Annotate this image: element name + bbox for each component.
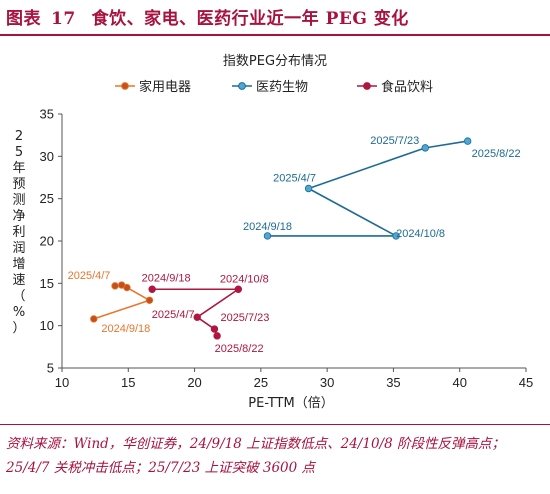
data-label: 2024/10/8 [396,228,445,240]
data-point [234,285,243,293]
x-tick-label: 40 [452,375,466,390]
series-line [93,284,151,320]
legend-label: 医药生物 [256,80,308,95]
legend-swatch-marker [121,82,129,90]
data-point [463,137,472,145]
source-footnote: 资料来源：Wind，华创证券，24/9/18 上证指数低点、24/10/8 阶段… [6,436,505,476]
y-axis-label-char: 润 [12,241,25,256]
data-label: 2024/10/8 [220,273,269,285]
data-point [145,296,154,304]
peg-chart: 指数PEG分布情况 家用电器 医药生物 食品饮料 10 15 20 25 30 35 40 455… [12,54,534,411]
y-tick-label: 35 [40,107,54,122]
x-tick-label: 10 [55,375,69,390]
data-point [90,315,98,323]
y-axis-label-char: 净 [12,209,25,224]
data-label: 2025/4/7 [273,173,316,185]
y-tick-label: 20 [40,234,54,249]
figure-title-prefix: 图表 [6,9,41,29]
y-axis-label-char: 速 [12,273,25,288]
figure-number: 17 [51,9,76,29]
data-point [210,325,219,333]
chart-title: 指数PEG分布情况 [223,54,327,69]
legend: 家用电器 医药生物 食品饮料 [115,79,433,95]
data-label: 2024/9/18 [142,272,191,284]
y-axis-label-char: 增 [12,257,25,272]
title-divider [0,34,550,36]
x-tick-label: 25 [254,375,268,390]
y-axis-label-char: 利 [12,225,25,240]
data-point [117,281,126,289]
legend-label: 家用电器 [139,79,191,95]
y-tick-label: 30 [40,149,54,164]
x-tick-label: 15 [121,375,135,390]
x-axis-label: PE-TTM（倍） [248,396,333,411]
series-家用电器: 2024/9/18 2025/4/7 [68,270,154,335]
data-label: 2025/7/23 [370,135,419,147]
y-tick-label: 15 [40,276,54,291]
footnote-divider [0,424,550,425]
data-label: 2024/9/18 [101,323,150,335]
y-axis-label-char: （ [12,289,25,304]
series-医药生物: 2024/9/18 2024/10/8 2025/4/7 2025/7/23 2025/… [243,135,521,240]
y-axis-label-char: 预 [12,177,25,192]
data-label: 2025/7/23 [220,312,269,324]
data-label: 2025/4/7 [152,309,195,321]
figure-title: 图表 17 食饮、家电、医药行业近一年 PEG 变化 [6,4,409,29]
y-axis-label-char: 5 [15,145,23,160]
data-point [263,232,272,240]
x-tick-label: 45 [519,375,533,390]
data-point [421,144,429,152]
y-tick-label: 10 [40,318,54,333]
data-label: 2025/4/7 [68,270,111,282]
data-point [304,184,313,193]
data-label: 2025/8/22 [472,148,521,160]
data-label: 2024/9/18 [243,221,292,233]
data-point [148,285,156,293]
y-axis-label-char: 年 [12,161,25,176]
legend-swatch-marker [238,82,246,90]
x-tick-label: 35 [386,375,400,390]
plot-area: 2024/9/182025/4/72024/9/182024/10/82025/… [68,135,521,355]
data-point [193,313,201,321]
data-label: 2025/8/22 [215,343,264,355]
y-axis-label: 2 5 年预测净利润增速（%） [12,129,25,336]
figure-title-text: 食饮、家电、医药行业近一年 PEG 变化 [91,9,409,29]
data-point [392,232,400,240]
y-axis-label-char: ） [12,321,25,336]
y-axis-label-char: 2 [15,129,23,144]
y-tick-label: 25 [40,191,54,206]
series-line [267,140,468,237]
legend-label: 食品饮料 [381,79,433,95]
y-axis-label-char: % [13,305,25,320]
series-食品饮料: 2024/9/18 2024/10/8 2025/4/7 2025/7/23 2025/… [142,272,270,355]
data-point [213,332,221,340]
x-tick-label: 20 [187,375,201,390]
legend-swatch-marker [363,82,371,90]
data-point [111,282,119,290]
y-tick-label: 5 [47,361,54,376]
x-tick-label: 30 [320,375,334,390]
y-axis-label-char: 测 [12,193,25,208]
